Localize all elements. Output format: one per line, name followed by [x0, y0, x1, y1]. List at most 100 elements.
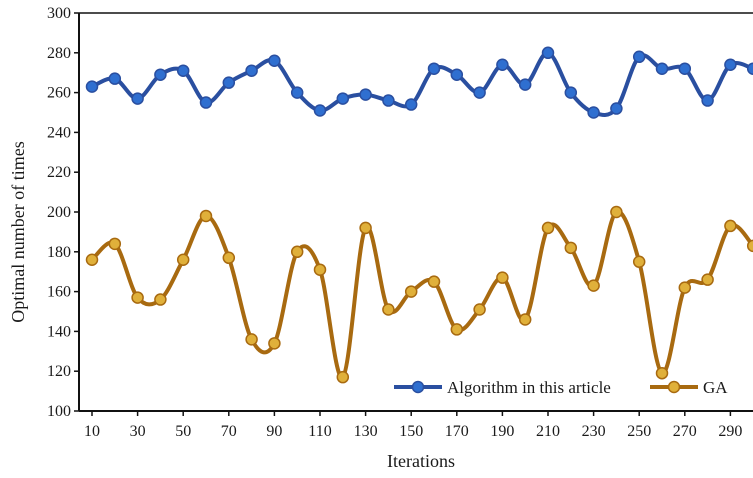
y-tick-label: 280	[47, 45, 71, 62]
data-point	[497, 59, 508, 70]
data-point	[87, 254, 98, 265]
data-point	[201, 210, 212, 221]
data-point	[474, 87, 485, 98]
data-point	[155, 294, 166, 305]
data-point	[360, 89, 371, 100]
x-axis-title: Iterations	[387, 451, 455, 471]
data-point	[360, 222, 371, 233]
y-tick-label: 300	[47, 5, 71, 22]
data-point	[246, 334, 257, 345]
data-point	[611, 207, 622, 218]
data-point	[543, 222, 554, 233]
data-point	[223, 252, 234, 263]
x-tick-label: 10	[84, 423, 100, 440]
data-point	[132, 93, 143, 104]
data-point	[87, 81, 98, 92]
data-point	[497, 272, 508, 283]
legend: Algorithm in this article GA	[394, 378, 728, 397]
x-tick-label: 250	[627, 423, 651, 440]
data-point	[702, 95, 713, 106]
data-point	[315, 264, 326, 275]
data-point	[315, 105, 326, 116]
data-point	[383, 304, 394, 315]
x-tick-label: 50	[175, 423, 191, 440]
data-point	[223, 77, 234, 88]
data-point	[725, 59, 736, 70]
data-point	[520, 79, 531, 90]
data-point	[611, 103, 622, 114]
data-point	[246, 65, 257, 76]
data-point	[429, 276, 440, 287]
y-tick-label: 220	[47, 164, 71, 181]
legend-label: GA	[703, 378, 728, 397]
data-point	[406, 286, 417, 297]
legend-swatch-marker	[669, 382, 680, 393]
data-point	[201, 97, 212, 108]
y-tick-label: 120	[47, 363, 71, 380]
y-tick-label: 260	[47, 85, 71, 102]
data-point	[383, 95, 394, 106]
data-point	[269, 55, 280, 66]
data-point	[679, 63, 690, 74]
data-point	[634, 51, 645, 62]
data-point	[292, 246, 303, 257]
data-point	[109, 238, 120, 249]
x-tick-label: 210	[536, 423, 560, 440]
x-tick-label: 130	[354, 423, 378, 440]
series-ga	[87, 207, 753, 383]
data-point	[588, 107, 599, 118]
legend-label: Algorithm in this article	[447, 378, 611, 397]
series-algorithm	[87, 47, 753, 118]
data-point	[337, 93, 348, 104]
data-point	[269, 338, 280, 349]
data-point	[702, 274, 713, 285]
x-tick-label: 30	[130, 423, 146, 440]
data-point	[520, 314, 531, 325]
axes: 100 120 140 160 180 200 220 240 260 280 300 10 30 50 7…	[47, 5, 753, 440]
x-tick-label: 290	[718, 423, 742, 440]
data-point	[565, 87, 576, 98]
data-point	[725, 220, 736, 231]
series-line	[92, 53, 753, 115]
y-tick-label: 240	[47, 124, 71, 141]
x-tick-label: 110	[308, 423, 331, 440]
x-tick-label: 230	[582, 423, 606, 440]
y-tick-label: 160	[47, 284, 71, 301]
y-tick-label: 100	[47, 403, 71, 420]
data-point	[451, 324, 462, 335]
data-point	[588, 280, 599, 291]
data-point	[178, 65, 189, 76]
x-tick-label: 150	[399, 423, 423, 440]
y-tick-label: 180	[47, 244, 71, 261]
data-point	[451, 69, 462, 80]
data-point	[178, 254, 189, 265]
data-point	[109, 73, 120, 84]
data-point	[657, 63, 668, 74]
data-point	[474, 304, 485, 315]
series-layer	[87, 47, 753, 382]
x-tick-label: 90	[266, 423, 282, 440]
series-line	[92, 212, 753, 378]
legend-swatch-marker	[413, 382, 424, 393]
x-tick-label: 270	[673, 423, 697, 440]
data-point	[406, 99, 417, 110]
data-point	[132, 292, 143, 303]
data-point	[657, 368, 668, 379]
x-tick-label: 70	[221, 423, 237, 440]
y-axis-title: Optimal number of times	[8, 141, 28, 322]
data-point	[634, 256, 645, 267]
data-point	[679, 282, 690, 293]
x-tick-label: 190	[490, 423, 514, 440]
data-point	[337, 372, 348, 383]
y-tick-label: 140	[47, 323, 71, 340]
data-point	[748, 63, 753, 74]
data-point	[565, 242, 576, 253]
data-point	[543, 47, 554, 58]
y-tick-label: 200	[47, 204, 71, 221]
data-point	[748, 240, 753, 251]
data-point	[155, 69, 166, 80]
data-point	[292, 87, 303, 98]
x-tick-label: 170	[445, 423, 469, 440]
